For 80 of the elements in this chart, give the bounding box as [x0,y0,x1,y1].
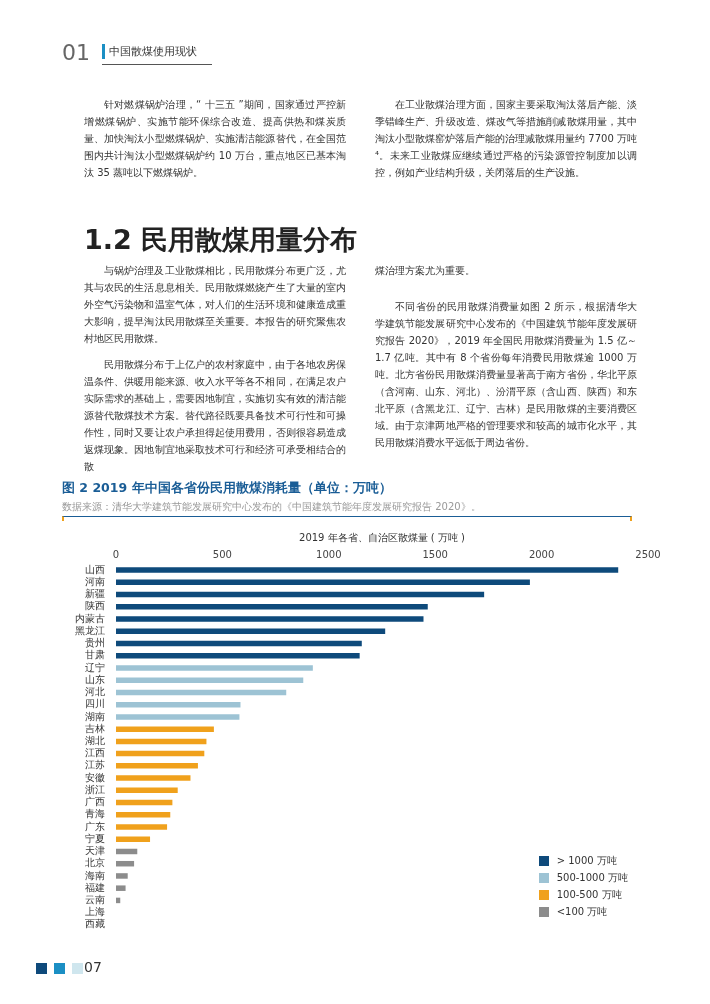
text: 民用散煤分布于上亿户的农村家庭中，由于各地农房保温条件、供暖用能来源、收入水平等各不相同，在满足农户实际需求的基础上，需要因地制宜，实施切实有效的清洁能源替代散煤技术方案。替代路径既要具备技术可行性和可操作性，同时又要让农户承担得起使用费用，否则很容易造成返煤现象。因地制宜地采取技术可行和经济可承受相结合的散 [84,358,346,474]
y-tick-label: 福建 [85,881,105,893]
y-tick-label: 浙江 [85,783,105,795]
bar [116,763,198,769]
y-tick-label: 西藏 [85,918,105,930]
bar [116,873,128,879]
y-tick-label: 广西 [85,796,105,808]
y-tick-label: 江苏 [85,759,105,771]
bar [116,799,173,806]
y-tick-label: 四川 [85,698,105,710]
legend-label: <100 万吨 [556,904,608,919]
legend-label: > 1000 万吨 [556,853,617,868]
chart-title: 图 2 2019 年中国各省份民用散煤消耗量（单位：万吨） [62,480,392,497]
y-tick-label: 天津 [85,845,105,857]
bar [116,616,424,622]
y-tick-label: 内蒙古 [75,612,105,624]
bar [116,665,313,671]
y-tick-label: 山西 [85,563,105,575]
y-tick-label: 甘肃 [85,649,105,661]
bar [116,836,151,842]
x-tick-label: 2000 [528,548,555,560]
x-tick-label: 1000 [316,548,342,560]
bar [116,689,287,696]
bar [116,812,171,818]
y-tick-label: 青海 [85,808,105,820]
y-tick-label: 宁夏 [85,832,105,844]
bar [116,775,191,781]
bar [116,714,240,720]
y-tick-label: 上海 [85,906,105,918]
y-tick-label: 北京 [85,857,105,869]
chart-subtitle: 数据来源：清华大学建筑节能发展研究中心发布的《中国建筑节能年度发展研究报告 2020》。 [62,500,481,514]
bar [116,726,214,732]
bar [116,750,205,757]
y-tick-label: 云南 [85,894,105,906]
text: 中国散煤使用现状 [102,44,212,59]
x-tick-label: 0 [112,548,120,560]
bar [116,824,168,830]
bar [116,628,386,635]
text: 针对燃煤锅炉治理，“ 十三五 ”期间，国家通过严控新增燃煤锅炉、实施节能环保综合改造、提高供热和煤炭质量、加快淘汰小型燃煤锅炉、实施清洁能源替代，在全国范围内共计淘汰小型燃煤锅炉约 10 万台，重点地区已基本淘汰 35 蒸吨以下燃煤锅炉。 [84,98,346,180]
text: 不同省份的民用散煤消费量如图 2 所示，根据清华大学建筑节能发展研究中心发布的《中国建筑节能年度发展研究报告 2020》，2019 年全国民用散煤消费量为 1.5 亿～ 1.7 亿吨。其中有 8 个省份每年消费民用散煤逾 1000 万吨。北方省份民用散煤消费量显著高于南方省份，华北平原（含河南、山东、河北）、汾渭平原（含山西、陕西）和东北平原（含黑龙江、辽宁、吉林）是民用散煤的主要消费区域。由于京津两地严格的管理要求和较高的城市化水平，其民用散煤消费水平远低于周边省份。 [375,301,637,448]
y-tick-label: 新疆 [85,588,105,600]
bar [116,591,485,598]
y-tick-label: 安徽 [85,771,105,783]
y-tick-label: 江西 [85,747,105,759]
x-tick-label: 500 [212,548,232,560]
y-tick-label: 吉林 [85,722,105,734]
text: 01 [62,40,90,65]
text: 与锅炉治理及工业散煤相比，民用散煤分布更广泛，尤其与农民的生活息息相关。民用散煤燃烧产生了大量的室内外空气污染物和温室气体，对人们的生活环境和健康造成重大影响，提早淘汰民用散煤至关重要。本报告的研究聚焦农村地区民用散煤。 [84,264,346,346]
bar [116,677,304,683]
bar [116,860,135,867]
bar [116,653,360,659]
y-tick-label: 湖北 [85,734,105,746]
text: 1.2 民用散煤用量分布 [84,223,358,257]
bar [116,701,241,708]
text: 07 [84,959,102,975]
y-tick-label: 辽宁 [85,661,105,673]
text: 在工业散煤治理方面，国家主要采取淘汰落后产能、淡季错峰生产、升级改造、煤改气等措施削减散煤用量，其中淘汰小型散煤窑炉落后产能的治理减散煤用量约 7700 万吨⁴。未来工业散煤应继续通过严格的污染源管控制度加以调控，例如产业结构升级，关闭落后的生产设施。 [375,98,637,180]
bar [116,640,362,647]
bar [116,567,619,573]
y-tick-label: 陕西 [85,600,105,612]
bar [116,604,428,610]
bar [116,787,178,794]
legend-label: 100-500 万吨 [556,887,622,902]
legend-label: 500-1000 万吨 [556,870,628,885]
bar [116,738,207,745]
text: 煤治理方案尤为重要。 [375,264,476,278]
y-tick-label: 广东 [85,820,105,832]
y-tick-label: 河北 [85,686,105,698]
x-tick-label: 2500 [635,548,661,560]
y-tick-label: 湖南 [85,710,105,722]
x-axis-title: 2019 年各省、自治区散煤量 ( 万吨 ) [299,531,466,543]
bar [116,848,138,855]
y-tick-label: 海南 [85,869,105,881]
bar [116,885,126,891]
y-tick-label: 贵州 [85,637,105,649]
y-tick-label: 山东 [85,673,105,685]
y-tick-label: 河南 [85,575,105,587]
x-tick-label: 1500 [422,548,448,560]
bar [116,579,530,586]
y-tick-label: 黑龙江 [75,624,105,636]
